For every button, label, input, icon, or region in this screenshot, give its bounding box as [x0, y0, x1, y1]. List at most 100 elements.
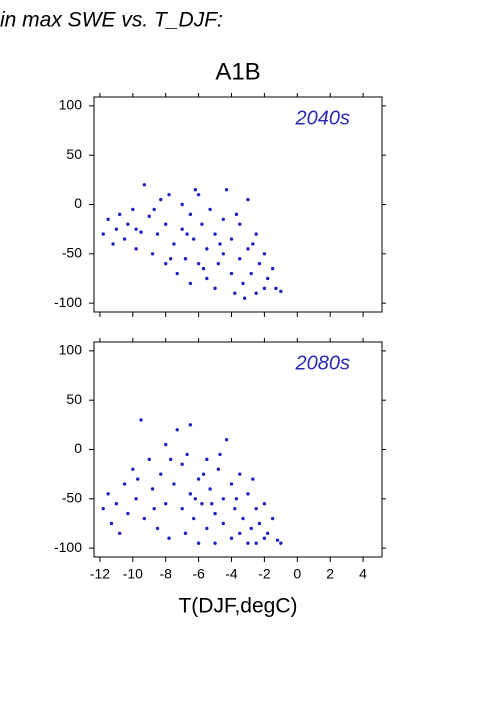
scatter-point	[229, 482, 234, 486]
scatter-point	[213, 511, 217, 516]
scatter-point	[257, 261, 262, 266]
scatter-point	[183, 531, 188, 536]
y-tick-label: -50	[62, 245, 82, 261]
scatter-point	[201, 472, 206, 476]
scatter-point	[152, 207, 156, 212]
panel-title: 2080s	[295, 352, 351, 374]
scatter-point	[265, 531, 270, 536]
scatter-point	[238, 531, 242, 536]
scatter-point	[126, 511, 130, 516]
scatter-point	[221, 497, 225, 501]
scatter-point	[193, 188, 198, 192]
x-tick-label: 0	[293, 566, 301, 582]
scatter-point	[175, 428, 179, 432]
scatter-point	[164, 502, 168, 506]
scatter-point	[139, 230, 143, 234]
scatter-point	[106, 217, 110, 221]
scatter-point	[262, 286, 267, 291]
scatter-point	[213, 286, 217, 291]
scatter-point	[147, 214, 151, 219]
scatter-point	[213, 541, 217, 545]
scatter-point	[241, 281, 245, 286]
scatter-point	[180, 202, 184, 207]
scatter-point	[205, 457, 209, 462]
scatter-point	[188, 281, 193, 286]
y-tick-label: 50	[66, 146, 82, 162]
scatter-point	[168, 457, 173, 462]
scatter-point	[262, 536, 267, 540]
scatter-point	[234, 212, 239, 217]
scatter-point	[213, 232, 217, 236]
scatter-point	[233, 506, 237, 511]
scatter-point	[205, 276, 209, 281]
scatter-point	[172, 482, 176, 486]
scatter-point	[200, 222, 204, 226]
scatter-point	[191, 516, 196, 521]
scatter-point	[101, 232, 105, 236]
scatter-point	[201, 266, 206, 271]
x-tick-label: -12	[90, 566, 110, 582]
scatter-point	[224, 437, 229, 442]
scatter-point	[180, 227, 184, 231]
scatter-point	[188, 212, 193, 217]
scatter-point	[279, 289, 283, 293]
scatter-point	[270, 266, 275, 271]
scatter-point	[196, 192, 201, 197]
scatter-point	[238, 257, 242, 261]
scenario-title: A1B	[215, 58, 260, 85]
scatter-point	[233, 291, 237, 295]
scatter-point	[117, 531, 122, 536]
scatter-point	[164, 261, 168, 266]
scatter-point	[254, 506, 258, 511]
scatter-point	[136, 477, 140, 481]
scatter-point	[185, 452, 189, 457]
x-axis-label: T(DJF,degC)	[178, 595, 297, 618]
scatter-point	[142, 516, 147, 521]
scatter-point	[180, 462, 184, 466]
y-tick-label: -50	[62, 490, 82, 506]
scatter-point	[249, 526, 253, 531]
x-tick-label: -8	[159, 566, 172, 582]
page-title: in max SWE vs. T_DJF:	[0, 9, 223, 32]
scatter-point	[279, 541, 283, 545]
scatter-point	[216, 467, 221, 471]
scatter-point	[246, 541, 250, 545]
scatter-point	[117, 212, 122, 217]
scatter-point	[200, 502, 204, 506]
scatter-point	[152, 506, 156, 511]
scatter-point	[275, 538, 280, 542]
scatter-point	[221, 217, 225, 221]
scatter-point	[188, 492, 193, 496]
scatter-point	[155, 232, 160, 236]
scatter-point	[238, 472, 242, 476]
scatter-point	[270, 516, 275, 521]
scatter-point	[254, 291, 258, 295]
scatter-point	[229, 271, 234, 276]
x-tick-label: -2	[258, 566, 271, 582]
y-tick-label: 100	[59, 342, 83, 358]
scatter-point	[159, 197, 163, 202]
scatter-point	[196, 477, 201, 481]
scatter-point	[218, 452, 222, 457]
scatter-point	[196, 541, 201, 545]
scatter-point	[164, 442, 168, 447]
scatter-point	[242, 296, 247, 300]
scatter-point	[172, 242, 176, 246]
scatter-point	[142, 183, 147, 187]
scatter-point	[221, 252, 225, 256]
scatter-point	[224, 188, 229, 192]
scatter-point	[262, 252, 267, 256]
x-tick-label: 4	[359, 566, 367, 582]
scatter-point	[188, 423, 193, 427]
scatter-point	[249, 271, 253, 276]
scatter-point	[254, 232, 258, 236]
scatter-point	[150, 252, 155, 256]
scatter-point	[262, 502, 267, 506]
scatter-point	[221, 521, 225, 526]
x-tick-label: -4	[225, 566, 238, 582]
scatter-point	[234, 497, 239, 501]
scatter-point	[238, 222, 242, 226]
scatter-point	[147, 457, 151, 462]
scatter-point	[131, 207, 135, 212]
